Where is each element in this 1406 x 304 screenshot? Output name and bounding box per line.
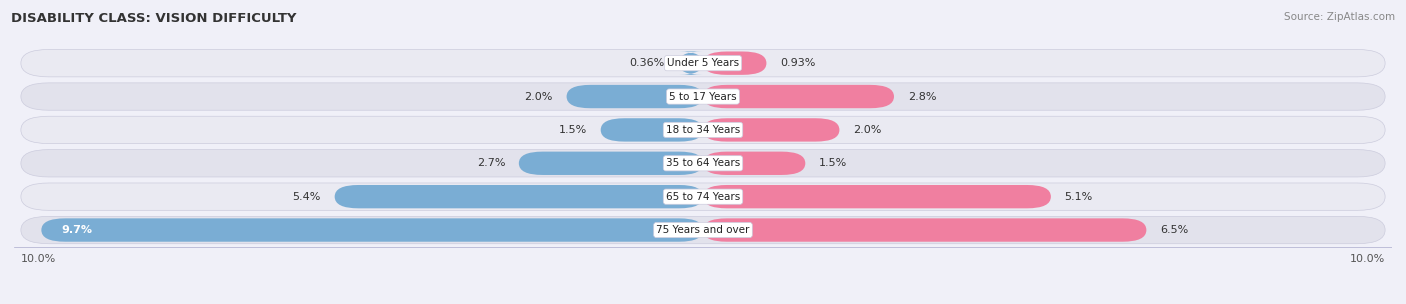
Text: 2.0%: 2.0%: [853, 125, 882, 135]
Text: 65 to 74 Years: 65 to 74 Years: [666, 192, 740, 202]
Text: 5.1%: 5.1%: [1064, 192, 1092, 202]
Text: 2.0%: 2.0%: [524, 92, 553, 102]
Text: 18 to 34 Years: 18 to 34 Years: [666, 125, 740, 135]
FancyBboxPatch shape: [567, 85, 703, 108]
Text: 0.36%: 0.36%: [630, 58, 665, 68]
Text: 35 to 64 Years: 35 to 64 Years: [666, 158, 740, 168]
Text: 0.93%: 0.93%: [780, 58, 815, 68]
FancyBboxPatch shape: [21, 150, 1385, 177]
Text: 10.0%: 10.0%: [1350, 254, 1385, 264]
Text: 6.5%: 6.5%: [1160, 225, 1188, 235]
FancyBboxPatch shape: [41, 218, 703, 242]
Text: 1.5%: 1.5%: [558, 125, 588, 135]
Text: 9.7%: 9.7%: [62, 225, 93, 235]
FancyBboxPatch shape: [335, 185, 703, 208]
Text: 5 to 17 Years: 5 to 17 Years: [669, 92, 737, 102]
Text: Source: ZipAtlas.com: Source: ZipAtlas.com: [1284, 12, 1395, 22]
Text: 75 Years and over: 75 Years and over: [657, 225, 749, 235]
Text: 5.4%: 5.4%: [292, 192, 321, 202]
FancyBboxPatch shape: [703, 51, 766, 75]
Text: DISABILITY CLASS: VISION DIFFICULTY: DISABILITY CLASS: VISION DIFFICULTY: [11, 12, 297, 25]
FancyBboxPatch shape: [679, 51, 703, 75]
FancyBboxPatch shape: [21, 216, 1385, 244]
FancyBboxPatch shape: [21, 50, 1385, 77]
FancyBboxPatch shape: [21, 116, 1385, 143]
Text: 2.8%: 2.8%: [908, 92, 936, 102]
FancyBboxPatch shape: [519, 152, 703, 175]
Text: 1.5%: 1.5%: [818, 158, 848, 168]
FancyBboxPatch shape: [703, 185, 1050, 208]
FancyBboxPatch shape: [600, 118, 703, 142]
FancyBboxPatch shape: [21, 183, 1385, 210]
FancyBboxPatch shape: [703, 152, 806, 175]
Text: 10.0%: 10.0%: [21, 254, 56, 264]
Text: Under 5 Years: Under 5 Years: [666, 58, 740, 68]
Text: 2.7%: 2.7%: [477, 158, 505, 168]
FancyBboxPatch shape: [703, 118, 839, 142]
FancyBboxPatch shape: [703, 218, 1146, 242]
FancyBboxPatch shape: [703, 85, 894, 108]
FancyBboxPatch shape: [21, 83, 1385, 110]
